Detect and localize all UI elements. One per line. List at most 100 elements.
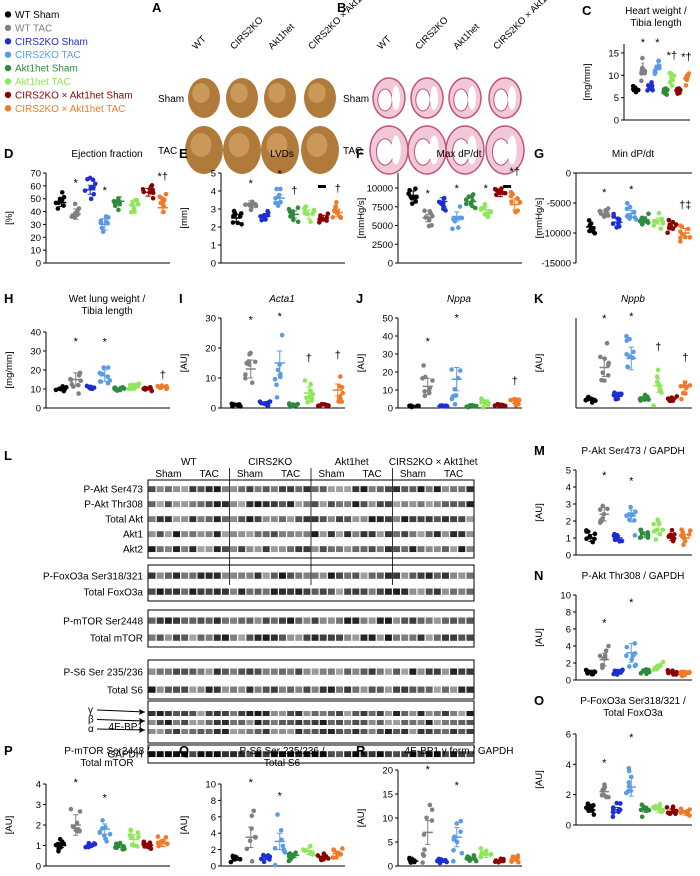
blot-band xyxy=(270,486,278,493)
blot-band xyxy=(205,516,213,523)
significance-mark: * xyxy=(426,764,431,776)
data-point xyxy=(307,394,313,399)
blot-band xyxy=(164,546,172,553)
blot-band xyxy=(442,686,449,693)
blot-band xyxy=(327,572,335,579)
blot-band xyxy=(270,572,278,579)
blot-band xyxy=(279,617,286,624)
y-tick-label: 4 xyxy=(211,187,216,198)
blot-band xyxy=(148,729,156,734)
blot-band xyxy=(221,751,229,758)
blot-band xyxy=(287,711,295,716)
blot-band xyxy=(262,686,270,693)
data-point xyxy=(116,207,121,213)
data-point xyxy=(471,853,477,858)
column-label: CIRS2KO xyxy=(228,15,265,52)
y-tick-label: 10 xyxy=(382,814,393,825)
y-tick-label: 0 xyxy=(36,259,41,270)
y-axis-label: [mg/mm] xyxy=(4,352,15,389)
ventricle-lumen xyxy=(375,138,395,166)
blot-band xyxy=(368,617,376,624)
blot-band xyxy=(173,531,180,538)
y-tick-label: 3 xyxy=(36,800,41,811)
data-point xyxy=(458,829,463,835)
blot-band xyxy=(287,546,295,553)
blot-band xyxy=(311,634,319,641)
blot-band xyxy=(425,501,433,508)
blot-band xyxy=(336,686,343,693)
row-label: Sham xyxy=(343,94,369,105)
blot-band xyxy=(156,501,164,508)
data-point xyxy=(422,389,427,394)
blot-band xyxy=(360,516,368,523)
significance-mark: * xyxy=(602,617,607,629)
blot-band xyxy=(466,711,474,716)
blot-band xyxy=(254,572,262,579)
blot-band xyxy=(393,634,401,641)
data-point xyxy=(597,520,603,525)
blot-condition-label: Sham xyxy=(155,469,181,480)
isoform-arrow xyxy=(96,728,146,731)
blot-band xyxy=(262,531,270,538)
blot-frame xyxy=(147,659,475,700)
blot-band xyxy=(230,617,238,624)
data-point xyxy=(104,839,109,844)
legend-label: CIRS2KO Sham xyxy=(15,37,88,48)
blot-band xyxy=(197,546,205,553)
blot-band xyxy=(384,516,392,523)
significance-mark: * xyxy=(641,37,646,49)
blot-band xyxy=(384,634,392,641)
blot-band xyxy=(148,588,156,595)
data-point xyxy=(340,846,345,851)
data-point xyxy=(308,381,313,387)
legend-label: WT Sham xyxy=(15,10,59,21)
significance-mark: † xyxy=(512,375,518,387)
blot-band xyxy=(393,751,401,758)
blot-band xyxy=(156,720,164,725)
y-tick-label: 10 xyxy=(30,246,41,257)
blot-band xyxy=(230,516,238,523)
data-point xyxy=(624,338,630,343)
y-tick-label: 0 xyxy=(388,259,393,270)
blot-condition-label: TAC xyxy=(199,469,218,480)
y-axis-label: [AU] xyxy=(534,770,545,788)
y-tick-label: 10 xyxy=(30,385,41,396)
blot-band xyxy=(262,546,270,553)
blot-band xyxy=(311,486,319,493)
blot-band xyxy=(303,501,311,508)
y-tick-label: 20 xyxy=(205,344,216,355)
y-tick-label: 30 xyxy=(205,314,216,325)
blot-band xyxy=(466,516,474,523)
data-point xyxy=(91,184,96,190)
blot-band xyxy=(254,668,262,675)
blot-band xyxy=(311,668,319,675)
blot-band xyxy=(311,729,319,734)
data-point xyxy=(308,219,313,225)
data-point xyxy=(654,374,660,379)
data-point xyxy=(653,803,658,809)
scale-bar xyxy=(318,185,326,188)
blot-band xyxy=(336,729,343,734)
blot-band xyxy=(433,501,441,508)
data-point xyxy=(249,380,255,385)
blot-band xyxy=(466,634,474,641)
arrowhead xyxy=(139,727,145,733)
blot-band xyxy=(279,720,286,725)
data-point xyxy=(509,859,514,864)
blot-band xyxy=(189,634,197,641)
blot-band xyxy=(409,572,417,579)
blot-band xyxy=(458,686,466,693)
data-point xyxy=(107,831,113,837)
blot-band xyxy=(189,516,197,523)
y-tick-label: 30 xyxy=(382,350,393,361)
blot-condition-label: Sham xyxy=(237,469,263,480)
blot-band xyxy=(393,501,401,508)
blot-band xyxy=(270,720,278,725)
data-point xyxy=(278,371,283,377)
data-point xyxy=(624,653,629,659)
y-tick-label: 7500 xyxy=(372,202,393,213)
blot-band xyxy=(205,572,213,579)
blot-band xyxy=(221,501,229,508)
data-point xyxy=(610,814,616,820)
data-point xyxy=(679,396,684,402)
